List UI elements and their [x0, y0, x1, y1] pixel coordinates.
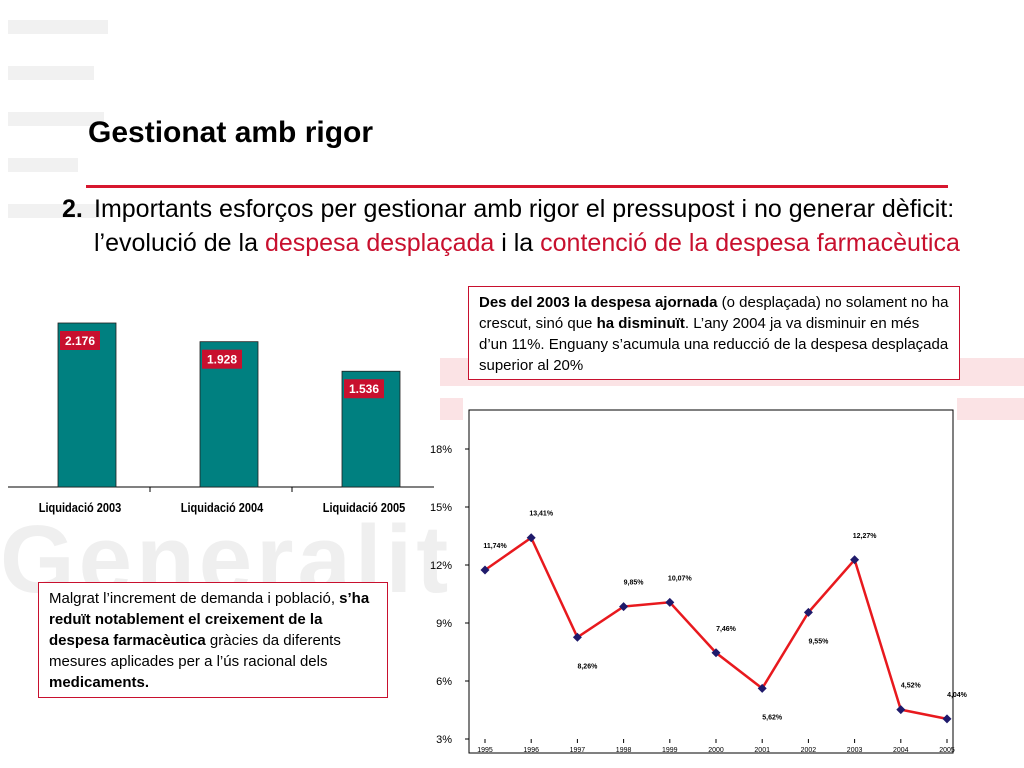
- line-chart-xtick-label-2005: 2005: [939, 747, 955, 754]
- callout-top-bold-1: Des del 2003 la despesa ajornada: [479, 294, 718, 311]
- line-chart-point-1997: [572, 632, 582, 642]
- bar-1: [57, 322, 117, 488]
- line-chart-point-1996: [526, 533, 536, 543]
- title-divider: [86, 185, 948, 188]
- line-chart-xtick-label-1998: 1998: [616, 747, 632, 754]
- line-chart-ytick-label-12: 12%: [430, 560, 452, 572]
- line-chart-xtick-label-2004: 2004: [893, 747, 909, 754]
- bar-value-label-bg-2: [202, 349, 242, 369]
- line-chart-point-2005: [942, 714, 952, 724]
- bar-value-label-bg-1: [60, 331, 100, 350]
- callout-deferred-spending: Des del 2003 la despesa ajornada (o desp…: [468, 286, 960, 380]
- line-chart-xtick-label-1995: 1995: [477, 747, 493, 754]
- page-title: Gestionat amb rigor: [88, 116, 374, 149]
- line-chart-xtick-label-2000: 2000: [708, 747, 724, 754]
- line-chart-xtick-label-2002: 2002: [801, 747, 817, 754]
- line-chart-data-label-2002: 9,55%: [808, 638, 829, 645]
- line-chart-point-2001: [757, 683, 767, 693]
- line-chart-point-2000: [711, 648, 721, 658]
- line-chart-point-1995: [480, 565, 490, 575]
- line-chart-xtick-label-1997: 1997: [570, 747, 586, 754]
- line-chart-ytick-label-9: 9%: [436, 618, 452, 630]
- main-point: 2. Importants esforços per gestionar amb…: [62, 192, 972, 260]
- line-chart-data-label-2001: 5,62%: [762, 714, 783, 721]
- line-chart-ytick-label-15: 15%: [430, 502, 452, 514]
- point-number: 2.: [62, 195, 83, 223]
- callout-top-bold-2: ha disminuït: [596, 315, 685, 332]
- point-text-2: i la: [494, 229, 541, 257]
- callout-pharma-spending: Malgrat l’increment de demanda i poblaci…: [38, 582, 388, 698]
- bar-category-label-3: Liquidació 2005: [323, 501, 406, 515]
- line-chart-xtick-label-2001: 2001: [754, 747, 770, 754]
- point-highlight-2: contenció de la despesa farmacèutica: [540, 229, 960, 257]
- line-chart-plot-area: [468, 409, 954, 754]
- line-chart-point-2002: [803, 607, 813, 617]
- callout-bottom-bold-2: medicaments.: [49, 674, 150, 691]
- line-chart-xtick-label-2003: 2003: [847, 747, 863, 754]
- line-chart-data-label-1996: 13,41%: [529, 511, 554, 518]
- bar-value-label-1: 2.176: [65, 334, 95, 348]
- line-chart-point-1999: [665, 597, 675, 607]
- bar-value-label-3: 1.536: [349, 382, 379, 396]
- line-chart-background: [463, 395, 957, 768]
- watermark-logo-shape: [8, 20, 108, 218]
- callout-bottom-text-1: Malgrat l’increment de demanda i poblaci…: [49, 590, 340, 607]
- line-chart-ytick-label-3: 3%: [436, 734, 452, 746]
- line-chart-xtick-label-1996: 1996: [523, 747, 539, 754]
- bar-category-label-1: Liquidació 2003: [39, 501, 122, 515]
- line-chart-point-1998: [619, 602, 629, 612]
- bar-category-label-2: Liquidació 2004: [181, 501, 264, 515]
- line-chart-xtick-label-1999: 1999: [662, 747, 678, 754]
- line-chart-data-label-2000: 7,46%: [716, 626, 737, 633]
- callout-top-text-2: . L’any 2004 ja va disminuir en més d’un…: [479, 315, 949, 374]
- line-chart-ytick-label-18: 18%: [430, 444, 452, 456]
- line-chart-data-label-1995: 11,74%: [483, 543, 507, 550]
- line-chart-ytick-label-6: 6%: [436, 676, 452, 688]
- point-text: Importants esforços per gestionar amb ri…: [94, 192, 972, 260]
- callout-bottom-text-2: gràcies da diferents mesures aplicades p…: [49, 632, 341, 670]
- line-chart-data-label-1997: 8,26%: [577, 663, 598, 670]
- watermark-logo: [4, 10, 114, 260]
- line-chart-data-label-1998: 9,85%: [624, 580, 645, 587]
- bar-value-label-2: 1.928: [207, 353, 237, 367]
- line-chart-data-label-1999: 10,07%: [668, 575, 693, 582]
- line-chart-data-label-2003: 12,27%: [853, 533, 878, 540]
- line-chart-point-2004: [896, 705, 906, 715]
- point-highlight-1: despesa desplaçada: [264, 229, 495, 257]
- line-chart-point-2003: [850, 555, 860, 565]
- callout-bottom-bold-1: s’ha reduït notablement el creixement de…: [49, 590, 370, 649]
- point-text-1: Importants esforços per gestionar amb ri…: [94, 195, 955, 257]
- line-chart-data-label-2004: 4,52%: [901, 683, 922, 690]
- line-chart-data-label-2005: 4,04%: [947, 692, 968, 699]
- bar-value-label-bg-3: [344, 379, 384, 399]
- callout-top-text-1: (o desplaçada) no solament no ha crescut…: [479, 294, 949, 332]
